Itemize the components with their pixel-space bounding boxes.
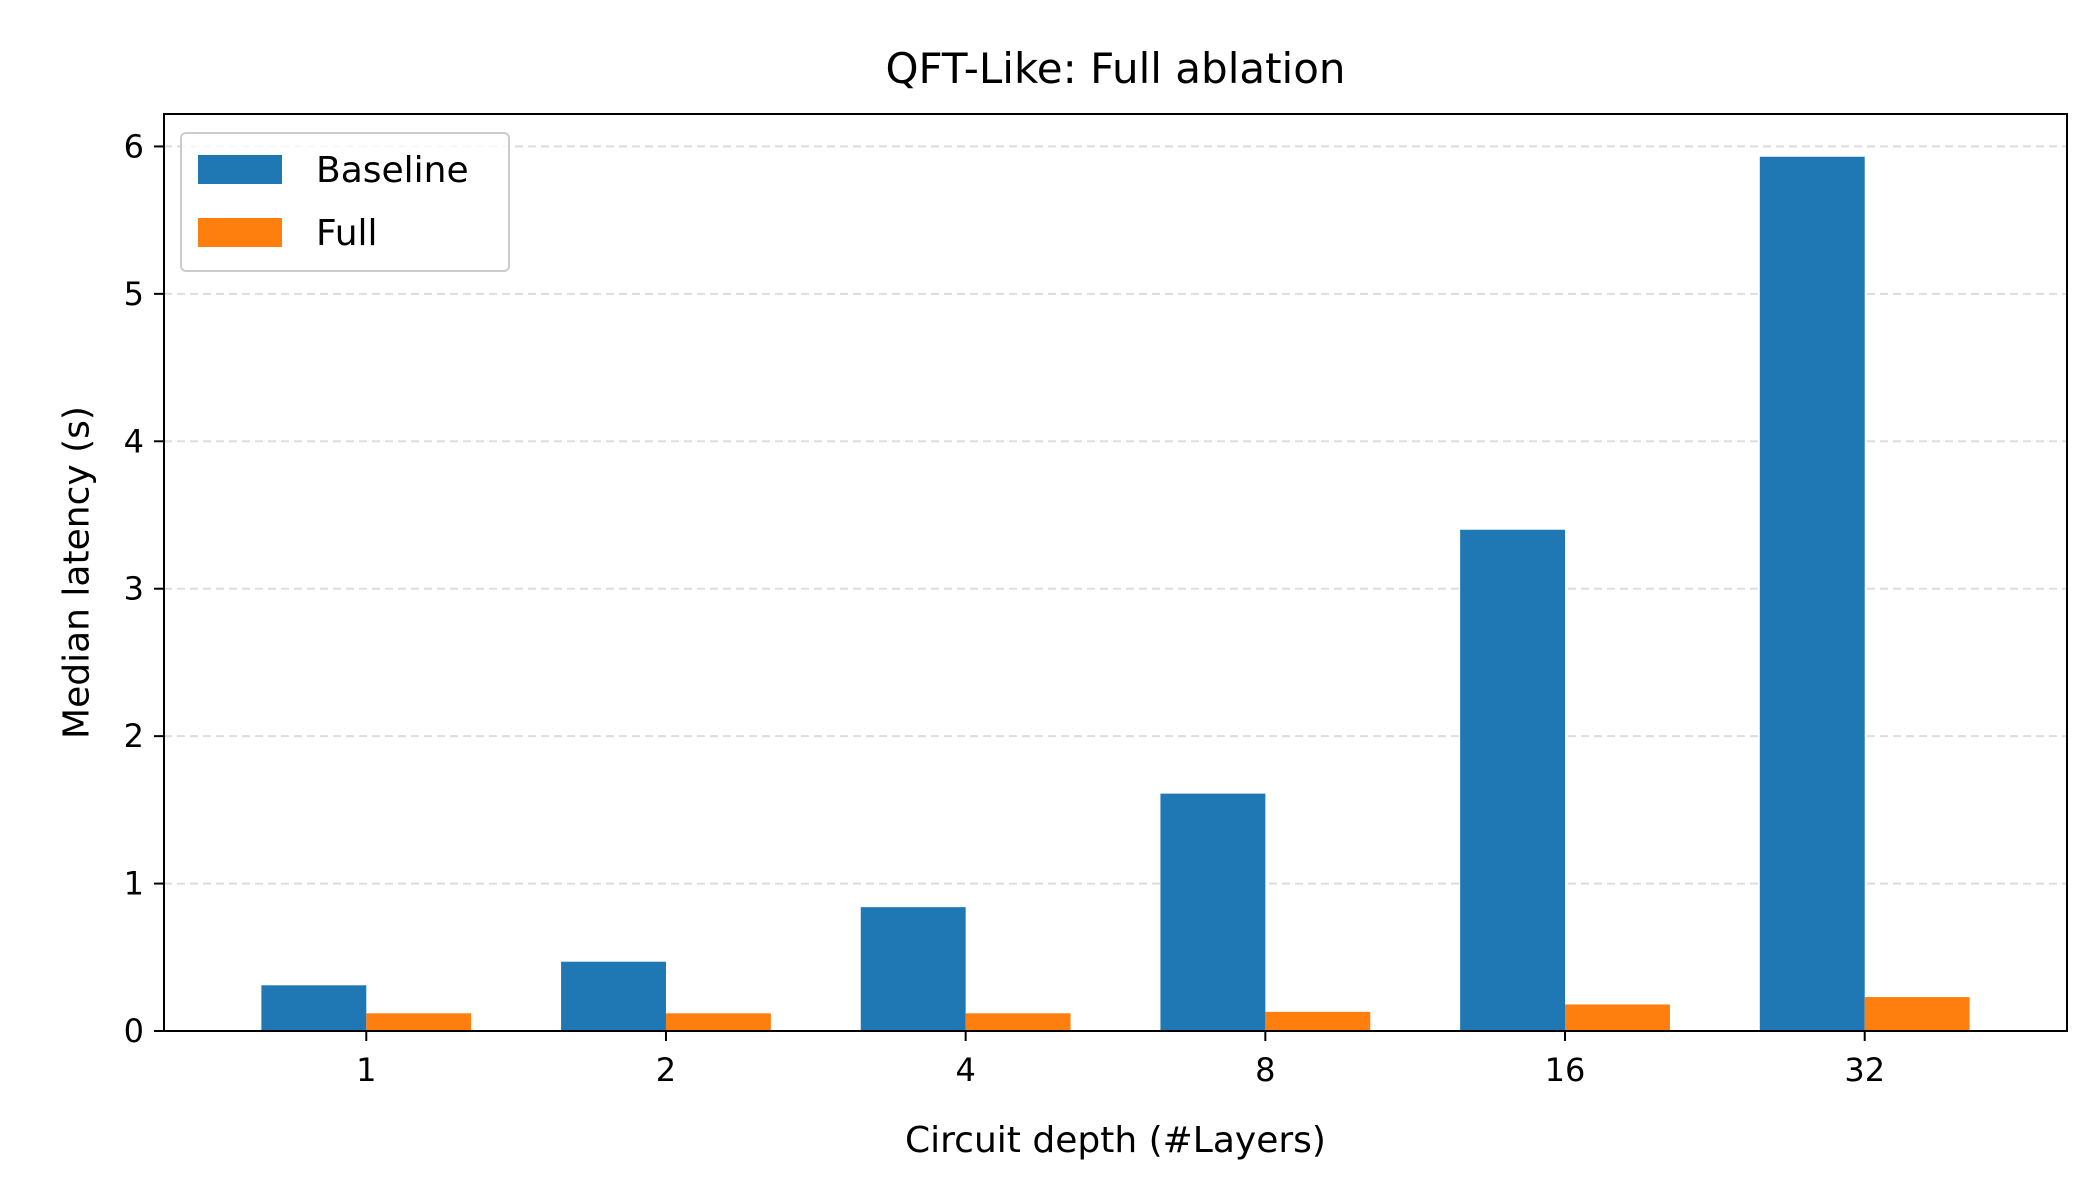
bar-baseline-1 bbox=[261, 985, 367, 1031]
y-tick-label: 0 bbox=[124, 1012, 144, 1050]
bar-full-8 bbox=[1265, 1011, 1371, 1031]
y-tick-label: 1 bbox=[124, 865, 144, 903]
x-tick-label: 8 bbox=[1255, 1051, 1275, 1089]
y-axis-label: Median latency (s) bbox=[57, 406, 98, 739]
bar-baseline-16 bbox=[1460, 529, 1566, 1031]
y-tick-label: 2 bbox=[124, 717, 144, 755]
legend-label-baseline: Baseline bbox=[316, 150, 469, 191]
bar-baseline-32 bbox=[1759, 156, 1865, 1031]
y-tick-label: 6 bbox=[124, 127, 144, 165]
legend-swatch-baseline bbox=[198, 155, 282, 184]
y-tick-label: 5 bbox=[124, 275, 144, 313]
bar-full-2 bbox=[665, 1013, 771, 1031]
bar-full-16 bbox=[1565, 1004, 1670, 1031]
bar-full-4 bbox=[965, 1013, 1071, 1031]
bars bbox=[261, 156, 1970, 1031]
x-axis-label: Circuit depth (#Layers) bbox=[905, 1120, 1326, 1161]
y-tick-label: 3 bbox=[124, 570, 144, 608]
x-tick-label: 16 bbox=[1545, 1051, 1586, 1089]
bar-baseline-2 bbox=[561, 961, 666, 1031]
x-tick-label: 32 bbox=[1844, 1051, 1885, 1089]
y-tick-label: 4 bbox=[124, 422, 144, 460]
bar-baseline-8 bbox=[1160, 793, 1266, 1031]
axis-ticks: 0 1 2 3 4 5 6 1 2 4 8 16 32 bbox=[124, 127, 1885, 1089]
bar-baseline-4 bbox=[860, 907, 966, 1031]
bar-full-32 bbox=[1864, 997, 1970, 1031]
x-tick-label: 4 bbox=[955, 1051, 975, 1089]
legend-label-full: Full bbox=[316, 213, 378, 254]
x-tick-label: 2 bbox=[656, 1051, 676, 1089]
chart-title: QFT-Like: Full ablation bbox=[885, 44, 1345, 93]
legend: Baseline Full bbox=[180, 132, 510, 272]
x-tick-label: 1 bbox=[356, 1051, 376, 1089]
legend-swatch-full bbox=[198, 218, 282, 247]
bar-full-1 bbox=[366, 1013, 472, 1031]
plot-frame bbox=[163, 113, 2068, 1032]
